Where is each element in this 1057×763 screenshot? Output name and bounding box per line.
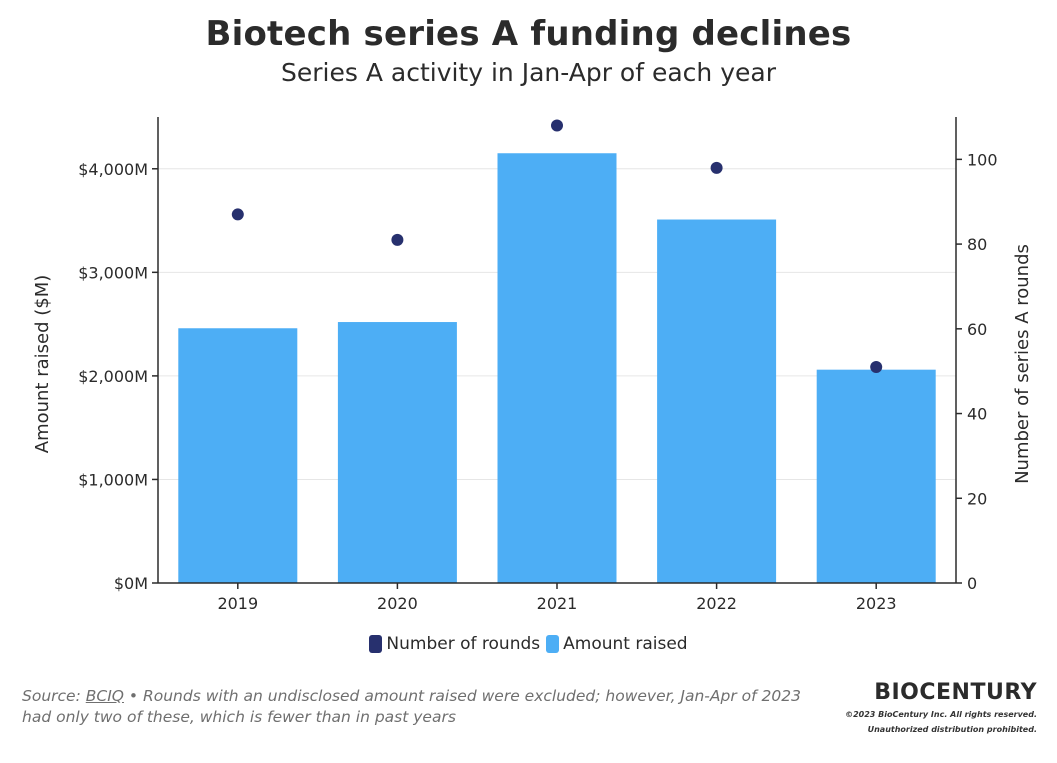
brand-notice: Unauthorized distribution prohibited. xyxy=(867,725,1037,734)
legend-swatch-rounds xyxy=(369,635,383,653)
bar-2019[interactable] xyxy=(178,328,298,583)
right-axis-label: Number of series A rounds xyxy=(1012,244,1033,484)
bar-2021[interactable] xyxy=(497,153,617,583)
dot-2021[interactable] xyxy=(551,119,563,132)
right-tick-label: 0 xyxy=(967,574,977,593)
x-tick-label: 2023 xyxy=(856,594,897,613)
left-axis-ticks: $0M $1,000M $2,000M $3,000M $4,000M xyxy=(78,160,158,593)
left-tick-label: $2,000M xyxy=(78,367,148,386)
bar-2023[interactable] xyxy=(816,369,936,583)
brand-copyright: ©2023 BioCentury Inc. All rights reserve… xyxy=(845,710,1037,719)
dot-2019[interactable] xyxy=(231,208,244,221)
x-tick-label: 2020 xyxy=(377,594,418,613)
right-tick-label: 80 xyxy=(967,235,987,254)
brand-block: BIOCENTURY ©2023 BioCentury Inc. All rig… xyxy=(845,680,1037,735)
chart-title: Biotech series A funding declines xyxy=(205,14,852,54)
dot-series xyxy=(231,119,883,373)
legend-label-rounds: Number of rounds xyxy=(386,634,541,654)
bar-series xyxy=(178,153,936,583)
dot-2023[interactable] xyxy=(870,360,883,373)
source-note: Source: BCIQ • Rounds with an undisclose… xyxy=(22,686,812,728)
right-axis-ticks: 0 20 40 60 80 100 xyxy=(956,150,998,593)
legend-item-rounds[interactable]: Number of rounds xyxy=(369,634,540,654)
legend-swatch-amount xyxy=(546,635,560,653)
left-tick-label: $4,000M xyxy=(78,160,148,179)
left-tick-label: $1,000M xyxy=(78,470,148,489)
bar-2022[interactable] xyxy=(657,219,777,583)
chart-subtitle: Series A activity in Jan-Apr of each yea… xyxy=(281,58,776,87)
dot-2020[interactable] xyxy=(391,233,404,246)
right-tick-label: 60 xyxy=(967,320,987,339)
x-tick-label: 2021 xyxy=(537,594,578,613)
bar-2020[interactable] xyxy=(337,322,457,583)
right-tick-label: 40 xyxy=(967,405,987,424)
footnote-text: • Rounds with an undisclosed amount rais… xyxy=(22,687,801,726)
right-tick-label: 20 xyxy=(967,489,987,508)
x-axis-ticks: 2019 2020 2021 2022 2023 xyxy=(217,583,897,613)
left-tick-label: $3,000M xyxy=(78,263,148,282)
source-link[interactable]: BCIQ xyxy=(85,687,124,705)
left-tick-label: $0M xyxy=(114,574,148,593)
dot-2022[interactable] xyxy=(710,161,723,174)
legend: Number of rounds Amount raised xyxy=(0,634,1057,654)
right-tick-label: 100 xyxy=(967,150,998,169)
legend-label-amount: Amount raised xyxy=(563,634,688,654)
source-prefix: Source: xyxy=(22,687,86,705)
left-axis-label: Amount raised ($M) xyxy=(32,275,53,454)
x-tick-label: 2019 xyxy=(217,594,258,613)
brand-logo: BIOCENTURY xyxy=(874,680,1037,705)
x-tick-label: 2022 xyxy=(696,594,737,613)
combo-chart: $0M $1,000M $2,000M $3,000M $4,000M 0 20 40 60 8… xyxy=(32,117,1033,613)
legend-item-amount[interactable]: Amount raised xyxy=(546,634,688,654)
